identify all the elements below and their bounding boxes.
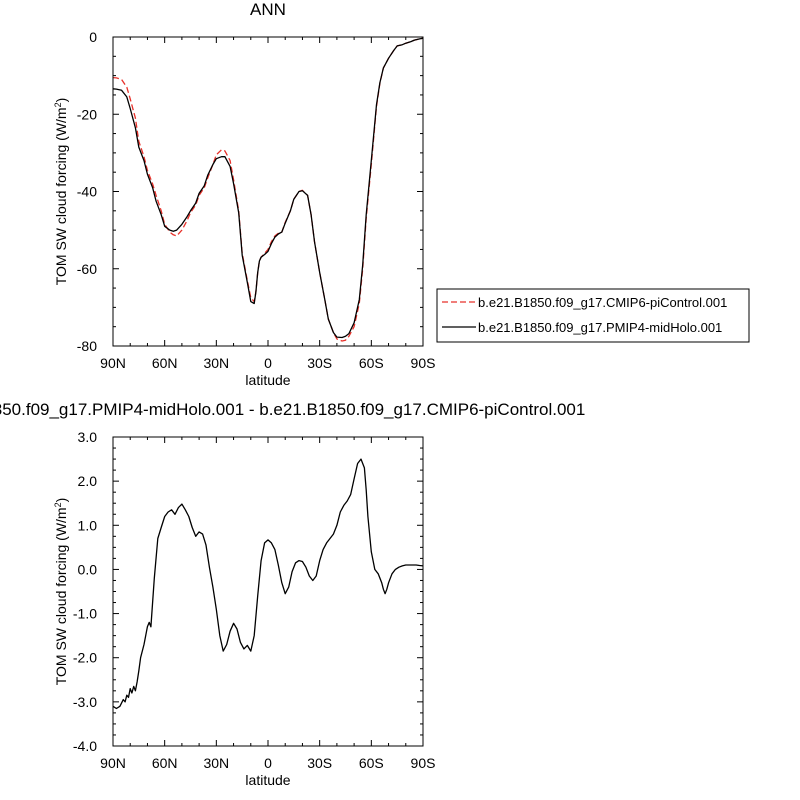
x-axis-label: latitude [245, 772, 290, 788]
y-axis-label-superscript: 2 [53, 102, 63, 107]
x-tick-label: 60S [359, 755, 384, 771]
series-line-1 [112, 458, 424, 710]
x-tick-label: 90N [100, 755, 126, 771]
x-axis-label: latitude [245, 372, 290, 388]
y-tick-label: -80 [77, 338, 97, 354]
x-tick-label: 30S [307, 355, 332, 371]
y-axis-label: TOM SW cloud forcing (W/m2) [53, 98, 69, 286]
x-tick-label: 60N [152, 755, 178, 771]
y-axis-label-text: TOM SW cloud forcing (W/m [53, 107, 69, 285]
chart-title: ANN [250, 0, 286, 19]
y-tick-label: 3.0 [78, 429, 98, 445]
plot-frame [112, 36, 424, 347]
x-tick-label: 30S [307, 755, 332, 771]
y-tick-label: 0 [89, 29, 97, 45]
legend-label-2: b.e21.B1850.f09_g17.PMIP4-midHolo.001 [478, 320, 722, 335]
series-line-1 [112, 37, 424, 342]
series-line-2 [112, 37, 424, 339]
x-tick-label: 60S [359, 355, 384, 371]
y-tick-label: -40 [77, 184, 97, 200]
x-tick-label: 60N [152, 355, 178, 371]
y-axis-label-tail: ) [53, 98, 69, 103]
y-tick-label: -2.0 [73, 650, 97, 666]
y-tick-label: -3.0 [73, 694, 97, 710]
chart-panel-2: 90N 60N 30N 0 30S 60S 90S 3.0 2.0 1.0 0.0 -1.0 -2.0 -… [0, 400, 585, 788]
plot-frame [112, 436, 424, 747]
x-tick-label: 0 [264, 355, 272, 371]
x-tick-label: 90S [411, 355, 436, 371]
legend-box [436, 288, 750, 343]
x-tick-label: 90N [100, 355, 126, 371]
y-axis-label-tail: ) [53, 498, 69, 503]
y-tick-label: -4.0 [73, 738, 97, 754]
y-tick-label: 0.0 [78, 561, 98, 577]
legend-label-1: b.e21.B1850.f09_g17.CMIP6-piControl.001 [478, 295, 727, 310]
x-tick-label: 90S [411, 755, 436, 771]
x-tick-label: 30N [203, 755, 229, 771]
y-tick-label: -60 [77, 261, 97, 277]
y-tick-label: 2.0 [78, 473, 98, 489]
y-tick-label: -20 [77, 106, 97, 122]
y-tick-label: 1.0 [78, 517, 98, 533]
y-axis-label-superscript: 2 [53, 502, 63, 507]
chart-panel-1: 90N 60N 30N 0 30S 60S 90S 0 -20 -40 -60 -80 ANN latit… [53, 0, 435, 388]
y-axis-label: TOM SW cloud forcing (W/m2) [53, 498, 69, 686]
chart-title: b.e21.B1850.f09_g17.PMIP4-midHolo.001 - … [0, 400, 585, 419]
x-tick-label: 0 [264, 755, 272, 771]
y-axis-label-text: TOM SW cloud forcing (W/m [53, 507, 69, 685]
legend: b.e21.B1850.f09_g17.CMIP6-piControl.001b… [436, 288, 750, 343]
x-tick-label: 30N [203, 355, 229, 371]
y-tick-label: -1.0 [73, 606, 97, 622]
